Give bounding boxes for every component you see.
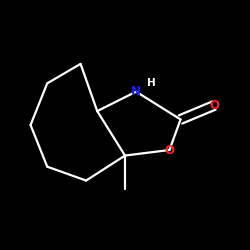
Text: O: O bbox=[164, 144, 174, 156]
Text: N: N bbox=[131, 85, 141, 98]
Text: O: O bbox=[209, 99, 219, 112]
Text: H: H bbox=[147, 78, 156, 88]
